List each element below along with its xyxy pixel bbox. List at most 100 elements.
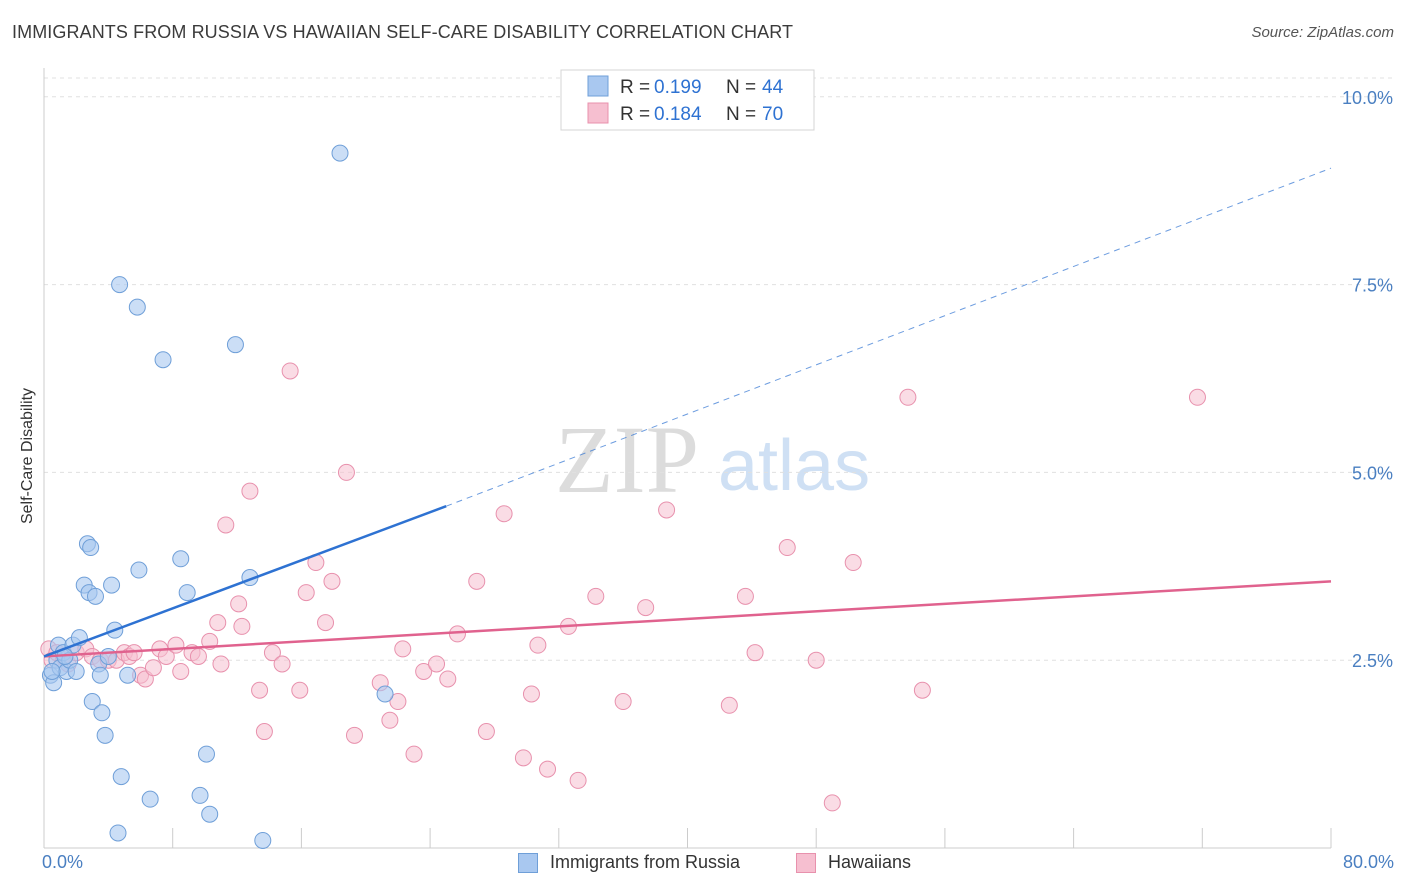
hawaiians-point bbox=[394, 640, 412, 658]
watermark-atlas: atlas bbox=[718, 426, 870, 506]
hawaiians-point bbox=[297, 584, 315, 602]
russia-point bbox=[111, 276, 129, 294]
russia-point bbox=[99, 647, 117, 665]
russia-point bbox=[191, 786, 209, 804]
bottom-legend: Immigrants from Russia Hawaiians bbox=[0, 852, 1406, 878]
hawaiians-point bbox=[477, 723, 495, 741]
legend-r-label-russia: R = bbox=[620, 77, 655, 98]
russia-point bbox=[172, 550, 190, 568]
hawaiians-point bbox=[913, 681, 931, 699]
hawaiians-point bbox=[255, 723, 273, 741]
legend: R = 0.199 N = 44 R = 0.184 N = 70 bbox=[560, 69, 815, 131]
russia-point bbox=[93, 704, 111, 722]
russia-trend-extension bbox=[446, 167, 1332, 507]
russia-point bbox=[376, 685, 394, 703]
hawaiians-point bbox=[522, 685, 540, 703]
bottom-legend-swatch-hawaiians bbox=[796, 852, 816, 873]
hawaiians-point bbox=[746, 644, 764, 662]
russia-point bbox=[141, 790, 159, 808]
russia-point bbox=[67, 662, 85, 680]
bottom-legend-item-russia: Immigrants from Russia bbox=[518, 852, 740, 873]
hawaiians-point bbox=[415, 662, 433, 680]
russia-points bbox=[41, 144, 394, 849]
russia-point bbox=[226, 336, 244, 354]
legend-n-value-russia: 44 bbox=[762, 77, 784, 98]
legend-n-value-hawaiians: 70 bbox=[762, 104, 783, 125]
hawaiians-point bbox=[844, 554, 862, 572]
russia-point bbox=[128, 298, 146, 316]
russia-trend-line bbox=[43, 505, 447, 658]
y-tick-labels: 2.5% 5.0% 7.5% 10.0% bbox=[1342, 88, 1393, 671]
legend-r-label-hawaiians: R = bbox=[620, 104, 655, 125]
y-tick-label: 7.5% bbox=[1352, 276, 1393, 296]
hawaiians-point bbox=[389, 693, 407, 711]
hawaiians-point bbox=[189, 647, 207, 665]
bottom-legend-label-hawaiians: Hawaiians bbox=[828, 852, 912, 872]
y-tick-label: 10.0% bbox=[1342, 88, 1393, 108]
russia-point bbox=[154, 351, 172, 369]
hawaiians-point bbox=[899, 388, 917, 406]
russia-point bbox=[91, 666, 109, 684]
russia-point bbox=[109, 824, 127, 842]
legend-r-value-russia: 0.199 bbox=[654, 77, 702, 98]
legend-swatch-hawaiians bbox=[587, 102, 609, 124]
watermark-zip: ZIP bbox=[555, 406, 699, 513]
hawaiians-point bbox=[539, 760, 557, 778]
russia-point bbox=[130, 561, 148, 579]
hawaiians-point bbox=[514, 749, 532, 767]
hawaiians-point bbox=[587, 587, 605, 605]
hawaiians-point bbox=[337, 463, 355, 481]
hawaiians-point bbox=[217, 516, 235, 534]
hawaiians-point bbox=[720, 696, 738, 714]
source-label: Source: ZipAtlas.com bbox=[1251, 24, 1394, 41]
hawaiians-point bbox=[317, 614, 335, 632]
hawaiians-point bbox=[167, 636, 185, 654]
hawaiians-point bbox=[323, 572, 341, 590]
bottom-legend-swatch-russia bbox=[518, 852, 538, 873]
legend-n-label-russia: N = bbox=[726, 77, 761, 98]
hawaiians-point bbox=[291, 681, 309, 699]
legend-swatch-russia bbox=[587, 75, 609, 97]
russia-point bbox=[82, 539, 100, 557]
hawaiians-point bbox=[251, 681, 269, 699]
russia-point bbox=[254, 831, 272, 849]
chart-title: IMMIGRANTS FROM RUSSIA VS HAWAIIAN SELF-… bbox=[12, 22, 794, 42]
hawaiians-point bbox=[1188, 388, 1206, 406]
hawaiians-point bbox=[439, 670, 457, 688]
hawaiians-trend-line bbox=[43, 580, 1332, 658]
x-tick-label-max: 80.0% bbox=[1342, 852, 1394, 872]
hawaiians-point bbox=[273, 655, 291, 673]
hawaiians-point bbox=[807, 651, 825, 669]
hawaiians-point bbox=[405, 745, 423, 763]
bottom-legend-label-russia: Immigrants from Russia bbox=[550, 852, 741, 872]
hawaiians-point bbox=[529, 636, 547, 654]
hawaiians-point bbox=[495, 505, 513, 523]
russia-point bbox=[197, 745, 215, 763]
russia-point bbox=[178, 584, 196, 602]
hawaiians-point bbox=[241, 482, 259, 500]
russia-point bbox=[331, 144, 349, 162]
hawaiians-point bbox=[212, 655, 230, 673]
russia-point bbox=[96, 726, 114, 744]
russia-point bbox=[86, 587, 104, 605]
x-tick-label-min: 0.0% bbox=[42, 852, 84, 872]
hawaiians-point bbox=[281, 362, 299, 380]
bottom-legend-item-hawaiians: Hawaiians bbox=[796, 852, 911, 873]
russia-point bbox=[119, 666, 137, 684]
watermark: ZIP atlas bbox=[555, 406, 870, 513]
russia-point bbox=[112, 768, 130, 786]
hawaiians-point bbox=[448, 625, 466, 643]
hawaiians-point bbox=[345, 726, 363, 744]
hawaiians-point bbox=[569, 771, 587, 789]
hawaiians-point bbox=[233, 617, 251, 635]
hawaiians-point bbox=[172, 662, 190, 680]
legend-r-value-hawaiians: 0.184 bbox=[654, 104, 702, 125]
legend-n-label-hawaiians: N = bbox=[726, 104, 761, 125]
hawaiians-point bbox=[230, 595, 248, 613]
hawaiians-point bbox=[263, 644, 281, 662]
hawaiians-point bbox=[144, 659, 162, 677]
axes bbox=[43, 68, 1332, 849]
hawaiians-point bbox=[637, 599, 655, 617]
russia-point bbox=[43, 662, 61, 680]
